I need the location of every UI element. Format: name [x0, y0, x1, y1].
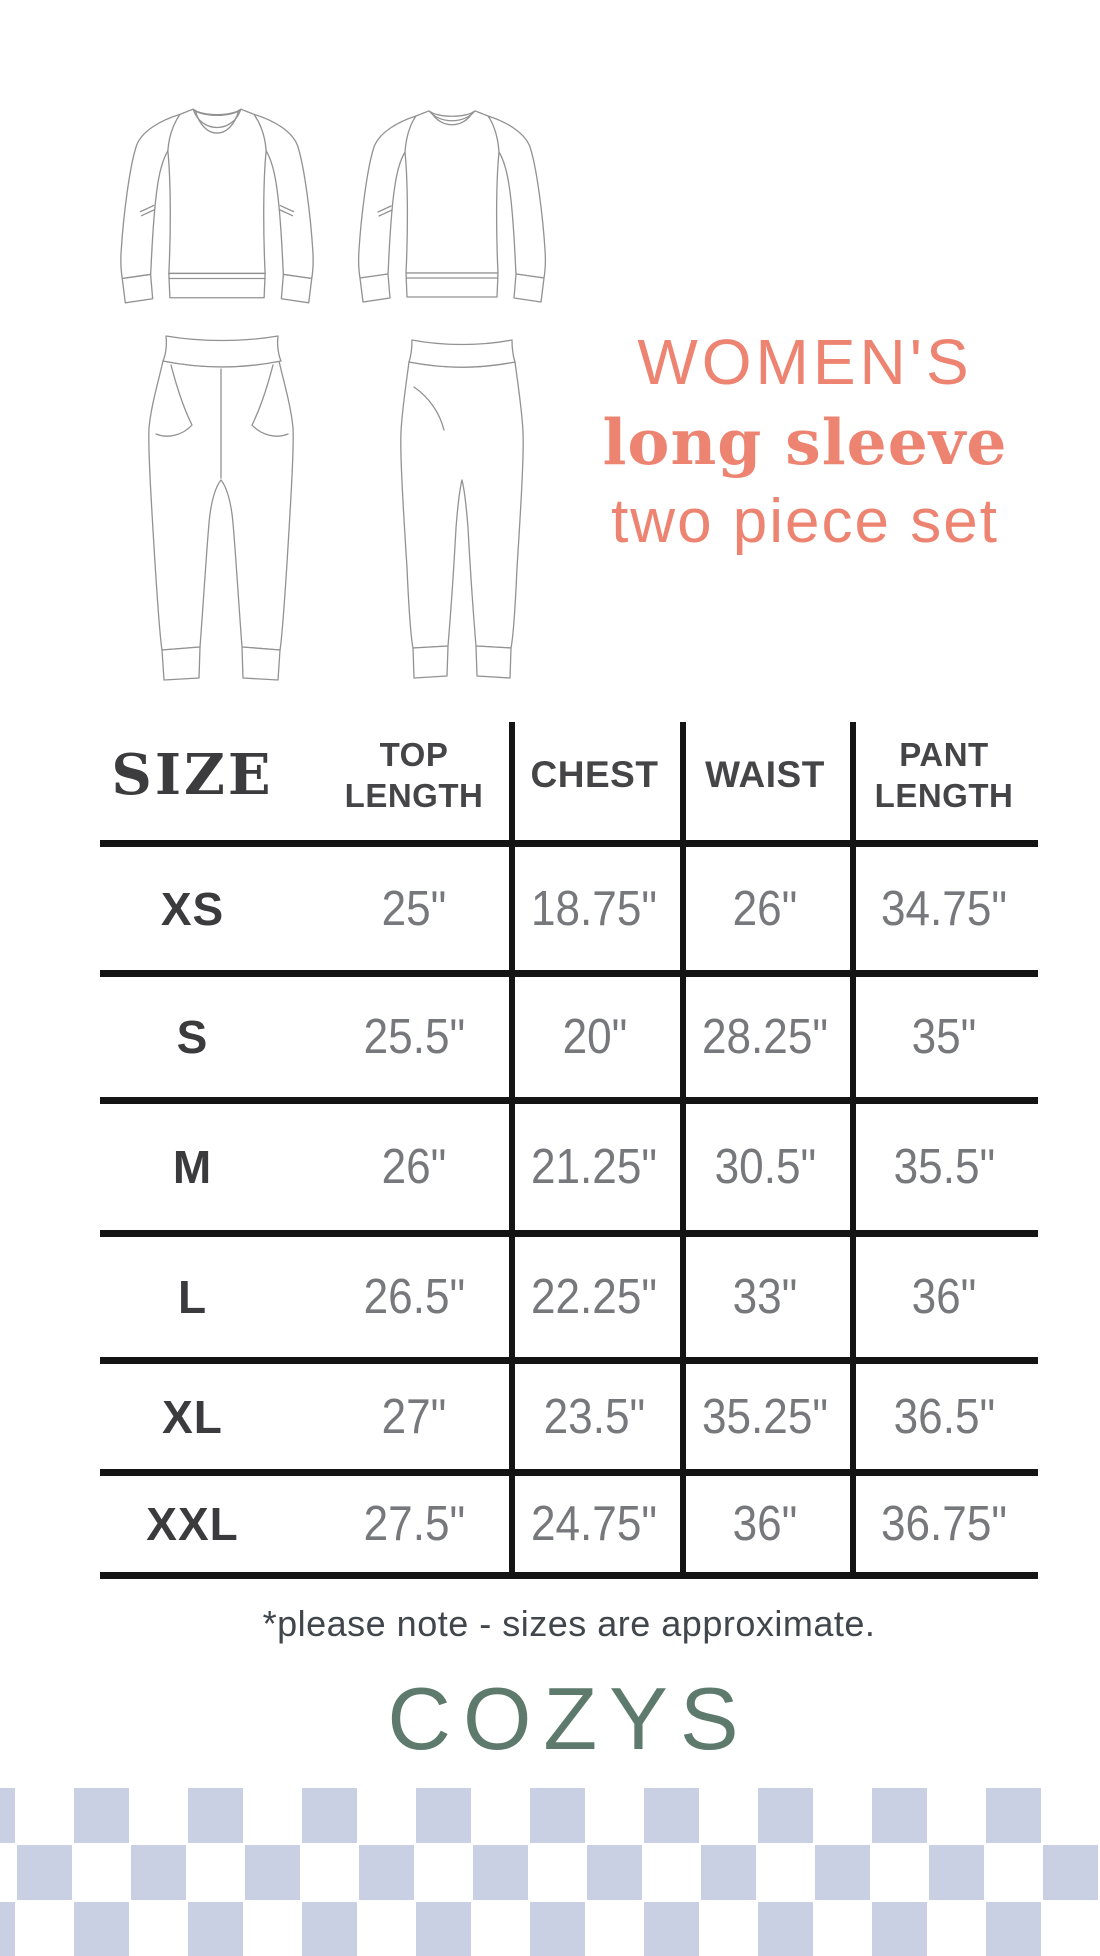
top-length-value: 25" [381, 881, 447, 936]
size-label: XL [162, 1390, 223, 1443]
title-line-womens: WOMEN'S [637, 326, 973, 398]
top-length-value: 26" [381, 1140, 447, 1194]
table-row-l: L 26.5" 22.25" 33" 36" [100, 1237, 1038, 1357]
product-title: WOMEN'S long sleeve two piece set [570, 322, 1040, 562]
brand-logo-text: COZYS [387, 1669, 751, 1768]
table-row-s: S 25.5" 20" 28.25" 35" [100, 977, 1038, 1097]
table-line-row5 [100, 1469, 1038, 1476]
table-row-m: M 26" 21.25" 30.5" 35.5" [100, 1104, 1038, 1230]
table-line-row4 [100, 1357, 1038, 1364]
table-row-xs: XS 25" 18.75" 26" 34.75" [100, 847, 1038, 970]
top-length-value: 25.5" [363, 1010, 465, 1064]
table-row-xxl: XXL 27.5" 24.75" 36" 36.75" [100, 1476, 1038, 1572]
table-header-row: SIZE TOP LENGTH CHEST WAIST PANT LENGTH [100, 710, 1038, 840]
chest-value: 21.25" [531, 1140, 658, 1194]
pant-length-value: 35.5" [893, 1140, 995, 1194]
waist-value: 28.25" [701, 1010, 828, 1064]
title-line-two-piece-set: two piece set [611, 487, 999, 556]
chest-value: 20" [562, 1010, 627, 1064]
size-label: M [172, 1141, 213, 1193]
table-divider-2 [680, 722, 686, 1579]
top-length-value: 27" [381, 1389, 447, 1444]
pants-front-sketch [148, 335, 294, 681]
size-label: L [177, 1271, 208, 1323]
table-divider-3 [850, 722, 856, 1579]
table-line-row3 [100, 1230, 1038, 1237]
pant-length-value: 36.5" [893, 1389, 995, 1444]
pant-length-value: 36.75" [880, 1497, 1007, 1551]
chest-value: 23.5" [543, 1389, 646, 1444]
waist-value: 35.25" [701, 1389, 828, 1444]
waist-value: 33" [732, 1270, 798, 1324]
column-header-pant-length: PANT LENGTH [874, 736, 1014, 814]
chest-value: 18.75" [531, 881, 658, 936]
table-line-bottom [100, 1572, 1038, 1579]
table-line-header-bottom [100, 840, 1038, 847]
column-header-top-length: TOP LENGTH [344, 736, 484, 814]
pant-length-value: 36" [911, 1270, 977, 1324]
waist-value: 30.5" [714, 1140, 816, 1194]
top-length-value: 27.5" [363, 1497, 465, 1551]
title-line-long-sleeve: long sleeve [602, 405, 1008, 479]
pants-back-sketch [400, 339, 524, 679]
size-label: S [176, 1011, 209, 1063]
checkerboard-footer [0, 1786, 1100, 1956]
long-sleeve-top-back-sketch [357, 110, 547, 303]
waist-value: 26" [732, 881, 798, 936]
column-header-waist: WAIST [705, 754, 825, 795]
column-header-size: SIZE [111, 742, 274, 808]
table-divider-1 [509, 722, 515, 1579]
pant-length-value: 35" [911, 1010, 977, 1064]
approximate-sizes-note: *please note - sizes are approximate. [262, 1603, 876, 1644]
table-line-row1 [100, 970, 1038, 977]
table-line-row2 [100, 1097, 1038, 1104]
column-header-chest: CHEST [530, 754, 659, 795]
pant-length-value: 34.75" [880, 881, 1007, 936]
table-row-xl: XL 27" 23.5" 35.25" 36.5" [100, 1364, 1038, 1469]
size-label: XS [160, 882, 225, 935]
top-length-value: 26.5" [363, 1270, 465, 1324]
waist-value: 36" [732, 1497, 798, 1551]
long-sleeve-top-front-sketch [120, 108, 314, 304]
chest-value: 24.75" [531, 1497, 658, 1551]
size-label: XXL [146, 1498, 239, 1550]
chest-value: 22.25" [531, 1270, 658, 1324]
